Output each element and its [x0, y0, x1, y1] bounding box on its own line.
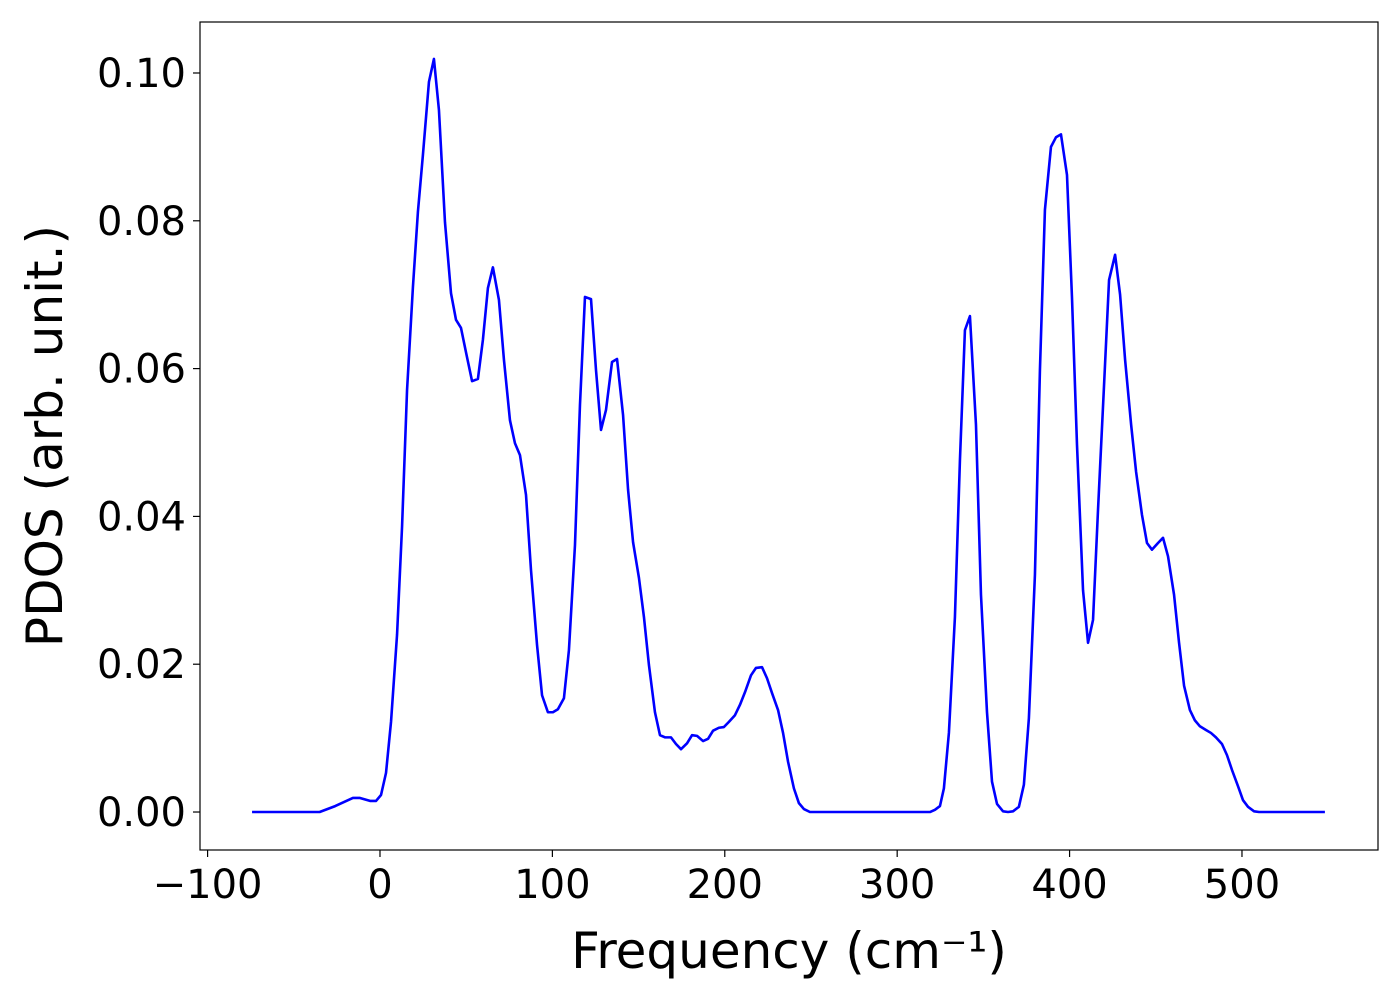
y-tick-label: 0.02: [97, 642, 186, 688]
y-tick-label: 0.08: [97, 199, 186, 245]
y-tick-label: 0.00: [97, 790, 186, 836]
y-tick-label: 0.06: [97, 347, 186, 393]
x-tick-label: 500: [1204, 862, 1280, 908]
plot-frame: [199, 21, 1379, 851]
x-tick-label: −100: [153, 862, 263, 908]
x-tick-label: 400: [1031, 862, 1107, 908]
x-axis-label: Frequency (cm⁻¹): [571, 922, 1007, 980]
y-tick-label: 0.10: [97, 51, 186, 97]
y-axis-label: PDOS (arb. unit.): [16, 225, 74, 647]
data-line: [252, 57, 1325, 814]
x-tick-label: 300: [859, 862, 935, 908]
x-tick-label: 200: [687, 862, 763, 908]
y-tick-label: 0.04: [97, 494, 186, 540]
x-tick-label: 0: [367, 862, 392, 908]
x-tick-label: 100: [514, 862, 590, 908]
